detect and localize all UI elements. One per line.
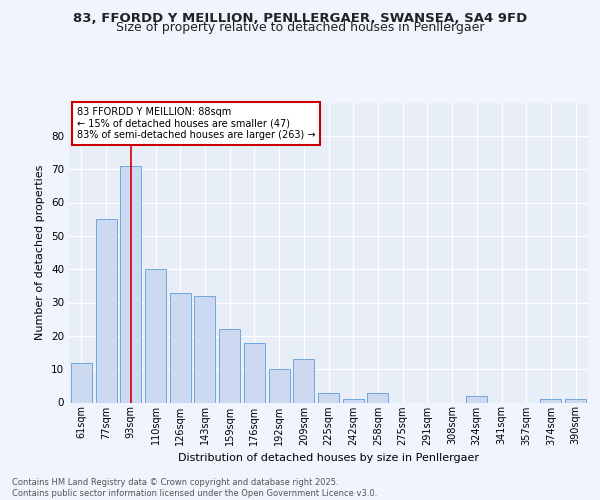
Text: 83, FFORDD Y MEILLION, PENLLERGAER, SWANSEA, SA4 9FD: 83, FFORDD Y MEILLION, PENLLERGAER, SWAN… (73, 12, 527, 26)
Bar (95, 219, 116, 402)
Text: Size of property relative to detached houses in Penllergaer: Size of property relative to detached ho… (116, 22, 484, 35)
Y-axis label: Number of detached properties: Number of detached properties (35, 165, 46, 340)
Bar (318, 392, 339, 402)
Bar (269, 369, 290, 402)
Bar (244, 342, 265, 402)
Bar (120, 166, 141, 402)
Bar (466, 396, 487, 402)
Bar (343, 399, 364, 402)
Bar (71, 362, 92, 403)
Bar (565, 399, 586, 402)
Bar (219, 329, 240, 402)
X-axis label: Distribution of detached houses by size in Penllergaer: Distribution of detached houses by size … (178, 453, 479, 463)
Bar (541, 399, 562, 402)
Bar (293, 359, 314, 403)
Text: 83 FFORDD Y MEILLION: 88sqm
← 15% of detached houses are smaller (47)
83% of sem: 83 FFORDD Y MEILLION: 88sqm ← 15% of det… (77, 107, 315, 140)
Bar (145, 269, 166, 402)
Bar (367, 392, 388, 402)
Text: Contains HM Land Registry data © Crown copyright and database right 2025.
Contai: Contains HM Land Registry data © Crown c… (12, 478, 377, 498)
Bar (170, 292, 191, 403)
Bar (194, 296, 215, 403)
